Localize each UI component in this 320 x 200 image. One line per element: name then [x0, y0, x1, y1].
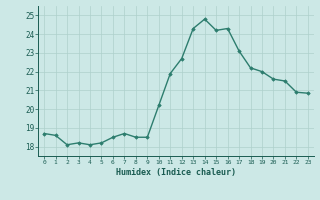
- X-axis label: Humidex (Indice chaleur): Humidex (Indice chaleur): [116, 168, 236, 177]
